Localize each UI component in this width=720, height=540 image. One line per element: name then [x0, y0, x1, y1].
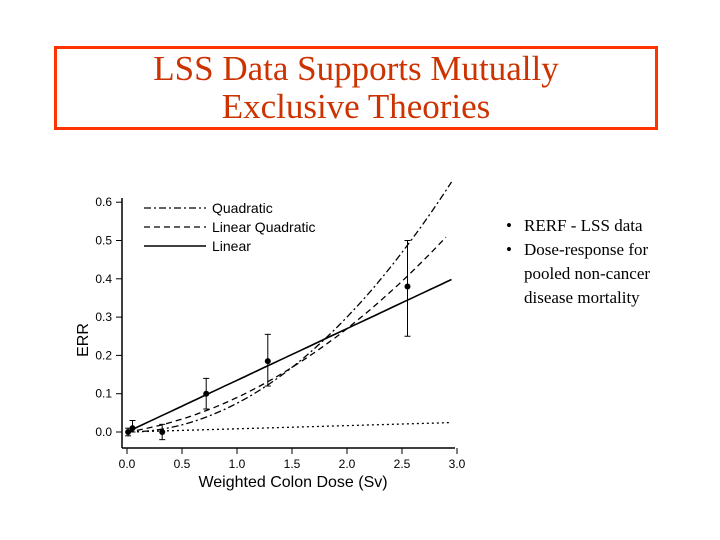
data-point	[203, 390, 210, 397]
y-tick-label: 0.4	[95, 272, 112, 286]
x-tick-label: 2.0	[339, 457, 356, 471]
x-tick-label: 0.5	[174, 457, 191, 471]
curve-quadratic	[126, 181, 453, 433]
data-point	[159, 429, 166, 435]
y-tick-label: 0.2	[95, 348, 112, 362]
x-tick-label: 1.5	[284, 457, 301, 471]
curve-linear-quadratic	[126, 236, 447, 433]
data-point	[129, 425, 136, 432]
curve-baseline	[126, 421, 452, 433]
curve-linear	[126, 278, 452, 433]
data-point	[264, 358, 271, 365]
slide-title-line-1: LSS Data Supports Mutually	[153, 49, 559, 88]
x-tick-label: 2.5	[394, 457, 411, 471]
y-tick-label: 0.5	[95, 234, 112, 248]
err-dose-chart: 0.0 0.1 0.2 0.3 0.4 0.5 0.6 0.0 0.5 1.0 1.5 2.0 2.5 3…	[75, 181, 466, 491]
bullet-item: Dose-response for pooled non-cancer dise…	[500, 238, 680, 310]
y-tick-label: 0.0	[95, 425, 112, 439]
legend-linear-label: Linear	[212, 238, 251, 254]
slide-title-line-2: Exclusive Theories	[221, 87, 491, 126]
x-tick-label: 0.0	[119, 457, 136, 471]
y-axis-title: ERR	[75, 323, 92, 357]
title-box: LSS Data Supports Mutually Exclusive The…	[54, 46, 658, 130]
data-point	[125, 429, 132, 435]
x-tick-label: 1.0	[229, 457, 246, 471]
y-tick-label: 0.3	[95, 310, 112, 324]
bullet-item: RERF - LSS data	[500, 214, 680, 238]
chart-legend: Quadratic Linear Quadratic Linear	[144, 200, 316, 254]
bullet-list: RERF - LSS data Dose-response for pooled…	[500, 214, 680, 310]
data-point	[404, 283, 411, 290]
y-tick-label: 0.6	[95, 195, 112, 209]
legend-linear-quadratic-label: Linear Quadratic	[212, 219, 316, 235]
x-tick-label: 3.0	[449, 457, 466, 471]
x-axis-title: Weighted Colon Dose (Sv)	[198, 474, 387, 491]
legend-quadratic-label: Quadratic	[212, 200, 273, 216]
y-tick-label: 0.1	[95, 387, 112, 401]
